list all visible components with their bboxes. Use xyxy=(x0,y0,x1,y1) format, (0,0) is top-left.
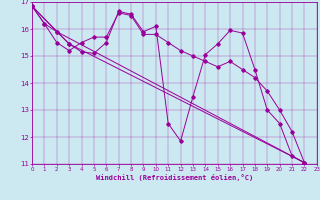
X-axis label: Windchill (Refroidissement éolien,°C): Windchill (Refroidissement éolien,°C) xyxy=(96,174,253,181)
